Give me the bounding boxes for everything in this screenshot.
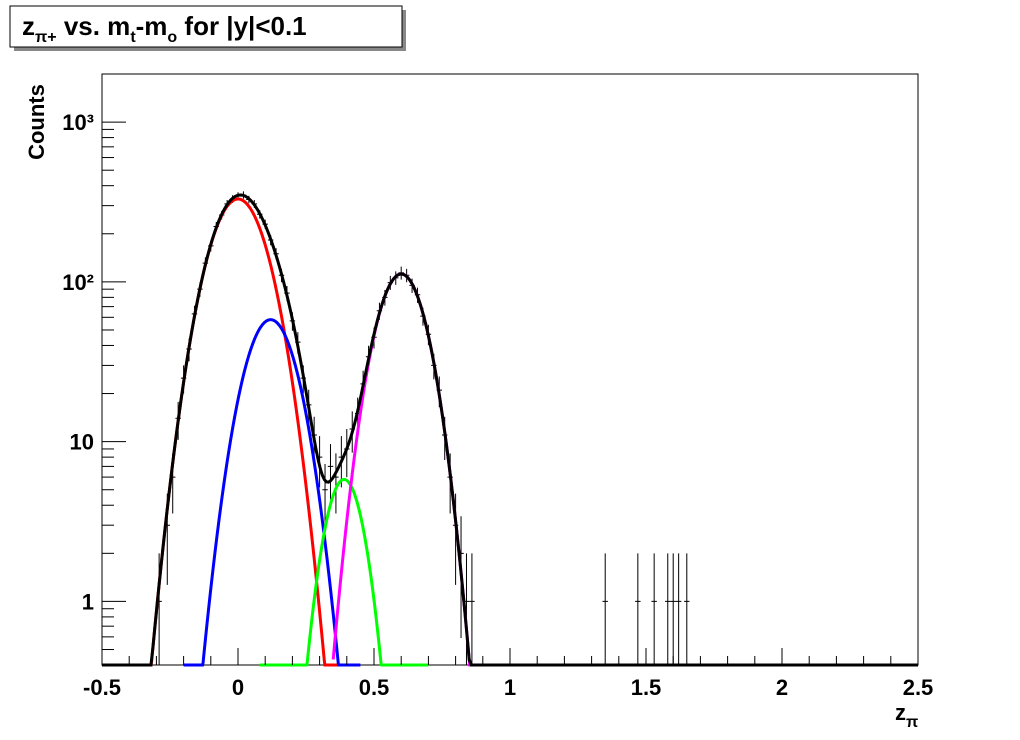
data-point: [469, 553, 475, 665]
text-part: for |y|<0.1: [177, 11, 306, 41]
y-tick-label: 1: [82, 589, 94, 614]
data-point: [670, 553, 676, 665]
y-axis-label: Counts: [24, 84, 49, 160]
title-box: [9, 5, 403, 48]
text-part: vs. m: [57, 11, 131, 41]
subscript: π+: [35, 29, 57, 46]
total-fit-curve: [102, 193, 918, 667]
chart-title: zπ+ vs. mt-mo for |y|<0.1: [22, 11, 307, 46]
subscript: π: [906, 714, 918, 731]
data-point: [635, 553, 641, 665]
data-point: [651, 553, 657, 665]
data-point: [602, 553, 608, 665]
x-axis-label: zπ: [895, 700, 918, 731]
y-tick-label: 10³: [62, 110, 94, 135]
plot-area: [102, 191, 918, 667]
y-tick-label: 10²: [62, 270, 94, 295]
x-tick-label: 0.5: [359, 675, 390, 700]
text-part: z: [22, 11, 35, 41]
x-tick-label: 2.5: [903, 675, 934, 700]
y-tick-label: 10: [70, 430, 94, 455]
data-point: [322, 464, 328, 531]
data-point: [684, 553, 690, 665]
x-tick-label: 1: [504, 675, 516, 700]
fit-curve: [331, 272, 483, 667]
text-part: -m: [136, 11, 168, 41]
text-part: z: [895, 700, 906, 725]
data-point: [675, 553, 682, 665]
fit-curve: [183, 318, 361, 667]
data-point: [327, 444, 334, 500]
subscript: t: [130, 29, 136, 46]
x-tick-label: -0.5: [83, 675, 121, 700]
x-tick-label: 1.5: [631, 675, 662, 700]
data-point: [665, 553, 671, 665]
subscript: o: [167, 29, 177, 46]
fit-curve: [259, 477, 429, 667]
x-tick-label: 2: [776, 675, 788, 700]
x-tick-label: 0: [232, 675, 244, 700]
plot-frame: [101, 73, 919, 666]
